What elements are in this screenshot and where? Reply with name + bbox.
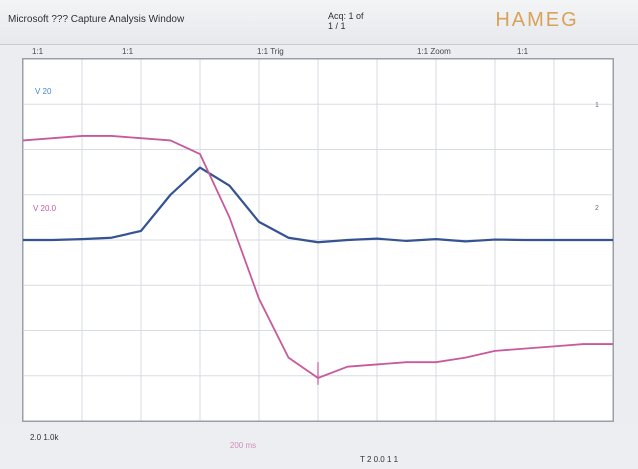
info-item-4: 1:1 Zoom bbox=[417, 47, 451, 56]
window-title: Microsoft ??? Capture Analysis Window bbox=[8, 14, 185, 25]
trace-ch2-point bbox=[376, 363, 378, 366]
trace-ch2-point bbox=[287, 356, 290, 359]
trace-ch2-point bbox=[81, 135, 83, 137]
trace-ch2-point bbox=[258, 298, 260, 300]
trace-ch1-point bbox=[110, 237, 113, 239]
bottom-right-text: T 2 0.0 1 1 bbox=[360, 455, 399, 464]
top-toolbar: Microsoft ??? Capture Analysis Window Ac… bbox=[0, 0, 638, 45]
info-item-3: 1:1 Trig bbox=[257, 47, 284, 56]
trace-ch1-point bbox=[258, 221, 260, 223]
brand-logo: HAMEG bbox=[495, 9, 579, 31]
waveform-plot: V 20 V 20.0 1 2 bbox=[22, 58, 614, 422]
trace-ch1-point bbox=[435, 238, 437, 240]
trace-ch2-point bbox=[464, 356, 467, 359]
trace-ch2-point bbox=[51, 137, 54, 139]
trace-ch1-point bbox=[553, 239, 555, 241]
trace-ch2-point bbox=[228, 216, 231, 219]
info-item-5: 1:1 bbox=[517, 47, 529, 56]
trace-2-label: 2 bbox=[595, 205, 599, 212]
trace-ch2-point bbox=[405, 361, 408, 363]
trace-ch1-point bbox=[199, 166, 201, 169]
right-scale bbox=[616, 58, 630, 422]
trace-ch2-point bbox=[494, 350, 496, 352]
trace-ch2-point bbox=[582, 343, 585, 345]
trace-ch1-point bbox=[376, 237, 378, 240]
channel-b-label: V 20.0 bbox=[33, 204, 57, 213]
trace-ch1-point bbox=[228, 185, 231, 187]
trace-ch1-point bbox=[494, 238, 496, 241]
trace-ch1-point bbox=[51, 239, 54, 241]
info-item-2: 1:1 bbox=[122, 47, 134, 56]
trace-ch1-point bbox=[169, 194, 172, 196]
info-item-1: 1:1 bbox=[32, 47, 44, 56]
trace-ch1-point bbox=[23, 239, 24, 241]
channel-info-bar: 1:1 1:1 1:1 Trig 1:1 Zoom 1:1 bbox=[22, 46, 614, 58]
trace-ch1-point bbox=[523, 239, 526, 241]
waveform-chart bbox=[23, 59, 613, 421]
trace-ch1-point bbox=[405, 240, 408, 242]
bottom-status-bar: 2.0 1.0k 200 ms T 2 0.0 1 1 bbox=[0, 424, 638, 469]
trace-ch2-point bbox=[435, 361, 437, 363]
trace-ch1-point bbox=[346, 239, 349, 241]
bottom-left-text: 2.0 1.0k bbox=[30, 433, 59, 442]
trace-ch1-point bbox=[140, 230, 142, 232]
trace-ch2-point bbox=[553, 345, 555, 348]
trace-ch2-point bbox=[612, 343, 613, 345]
trace-ch2-point bbox=[110, 135, 113, 137]
trace-ch1-point bbox=[81, 238, 83, 240]
trace-ch2-point bbox=[23, 139, 24, 142]
trace-ch1-point bbox=[612, 239, 613, 241]
trace-ch1-point bbox=[582, 239, 585, 241]
trace-ch1-point bbox=[317, 241, 319, 243]
trace-ch2-point bbox=[346, 366, 349, 368]
trace-1-label: 1 bbox=[595, 102, 599, 109]
trace-ch2-point bbox=[199, 153, 201, 155]
trace-ch2-point bbox=[169, 139, 172, 142]
trace-ch2-point bbox=[140, 137, 142, 139]
trace-ch1-point bbox=[287, 237, 290, 239]
acquisition-status: Acq: 1 of 1 / 1 bbox=[328, 11, 364, 31]
trace-ch2-point bbox=[523, 347, 526, 350]
bottom-center-text: 200 ms bbox=[229, 441, 257, 450]
channel-a-label: V 20 bbox=[35, 87, 52, 96]
trace-ch1-point bbox=[464, 240, 467, 243]
left-scale bbox=[8, 58, 22, 422]
